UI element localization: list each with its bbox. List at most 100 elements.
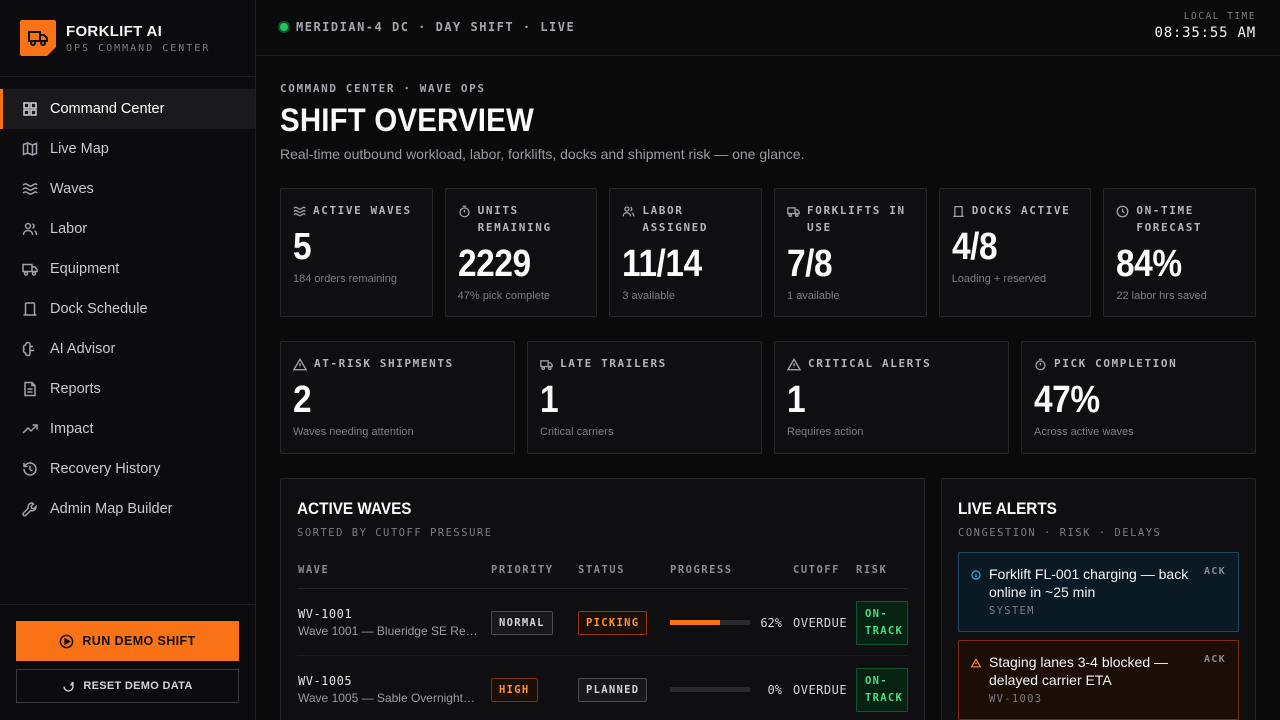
- sidebar-item-ai-advisor[interactable]: AI Advisor: [0, 329, 255, 369]
- column-header-status[interactable]: STATUS: [578, 564, 625, 576]
- dock-icon: [952, 205, 964, 218]
- refresh-icon: [63, 681, 75, 692]
- sidebar-item-live-map[interactable]: Live Map: [0, 129, 255, 169]
- kpi-value: 5: [293, 226, 312, 268]
- kpi-active-waves[interactable]: ACTIVE WAVES 5 184 orders remaining: [280, 188, 433, 317]
- kpi-units-remaining[interactable]: UNITS REMAINING 2229 47% pick complete: [444, 188, 598, 317]
- kpi-label: ON-TIME FORECAST: [1136, 204, 1203, 234]
- sidebar-item-command-center[interactable]: Command Center: [0, 89, 255, 129]
- risk-badge: ON-TRACK: [856, 667, 908, 712]
- ack-button[interactable]: ACK: [1204, 566, 1226, 577]
- sidebar-item-label: Recovery History: [50, 461, 161, 477]
- facility-label: MERIDIAN-4 DC · DAY SHIFT · LIVE: [296, 20, 576, 34]
- active-waves-panel: ACTIVE WAVES SORTED BY CUTOFF PRESSURE W…: [280, 478, 925, 720]
- timer-icon: [1035, 358, 1046, 371]
- truck-icon: [787, 207, 800, 218]
- facility-status: MERIDIAN-4 DC · DAY SHIFT · LIVE: [280, 20, 575, 34]
- warning-icon: [293, 358, 307, 371]
- sidebar-item-equipment[interactable]: Equipment: [0, 249, 255, 289]
- sidebar-item-label: Labor: [50, 221, 88, 237]
- progress-fill: [670, 620, 720, 625]
- sidebar-item-label: Impact: [50, 421, 94, 437]
- forklift-logo-icon: [20, 20, 56, 56]
- column-header-priority[interactable]: PRIORITY: [491, 564, 554, 576]
- ack-button[interactable]: ACK: [1204, 654, 1226, 665]
- kpi-label: LABOR ASSIGNED: [642, 204, 709, 234]
- page-subtitle: Real-time outbound workload, labor, fork…: [280, 146, 805, 162]
- breadcrumb: COMMAND CENTER · WAVE OPS: [280, 82, 486, 95]
- dock-icon: [22, 301, 38, 317]
- sidebar-item-admin-map-builder[interactable]: Admin Map Builder: [0, 489, 255, 529]
- column-header-cutoff[interactable]: CUTOFF: [793, 564, 840, 576]
- topbar: MERIDIAN-4 DC · DAY SHIFT · LIVE LOCAL T…: [256, 0, 1280, 56]
- kpi-critical-alerts[interactable]: CRITICAL ALERTS 1 Requires action: [774, 341, 1009, 454]
- wave-id: WV-1005: [298, 674, 353, 688]
- kpi-subtext: Waves needing attention: [293, 426, 414, 438]
- cutoff-status: OVERDUE: [793, 682, 848, 697]
- alert-message: Staging lanes 3-4 blocked — delayed carr…: [989, 654, 1168, 688]
- brand[interactable]: FORKLIFT AI OPS COMMAND CENTER: [0, 0, 255, 77]
- sidebar-item-waves[interactable]: Waves: [0, 169, 255, 209]
- kpi-docks-active[interactable]: DOCKS ACTIVE 4/8 Loading + reserved: [938, 188, 1092, 317]
- alert-card[interactable]: Forklift FL-001 charging — back online i…: [958, 552, 1239, 632]
- sidebar-item-label: Reports: [50, 381, 101, 397]
- sidebar-nav: Command Center Live Map Waves Labor Equi…: [0, 77, 255, 529]
- sidebar-item-label: Command Center: [50, 101, 165, 117]
- info-icon: [971, 570, 981, 580]
- progress-bar: [670, 620, 750, 625]
- sidebar-item-dock-schedule[interactable]: Dock Schedule: [0, 289, 255, 329]
- kpi-on-time-forecast[interactable]: ON-TIME FORECAST 84% 22 labor hrs saved: [1103, 188, 1257, 317]
- column-header-risk[interactable]: RISK: [856, 564, 888, 576]
- truck-icon: [540, 360, 553, 371]
- sidebar-item-impact[interactable]: Impact: [0, 409, 255, 449]
- column-header-progress[interactable]: PROGRESS: [670, 564, 733, 576]
- sidebar-item-labor[interactable]: Labor: [0, 209, 255, 249]
- sidebar-item-label: AI Advisor: [50, 341, 116, 357]
- clock-icon: [1116, 205, 1129, 218]
- kpi-labor-assigned[interactable]: LABOR ASSIGNED 11/14 3 available: [609, 188, 763, 317]
- sidebar-item-reports[interactable]: Reports: [0, 369, 255, 409]
- live-indicator-icon: [280, 23, 288, 31]
- sidebar: FORKLIFT AI OPS COMMAND CENTER Command C…: [0, 0, 256, 720]
- risk-badge: ON-TRACK: [856, 600, 908, 645]
- wave-name: Wave 1005 — Sable Overnight Express: [298, 691, 478, 705]
- wave-id: WV-1001: [298, 607, 353, 621]
- table-header: WAVE PRIORITY STATUS PROGRESS CUTOFF RIS…: [297, 564, 908, 589]
- trending-up-icon: [22, 421, 38, 437]
- panel-title: LIVE ALERTS: [958, 499, 1057, 518]
- live-alerts-panel: LIVE ALERTS CONGESTION · RISK · DELAYS F…: [941, 478, 1256, 720]
- kpi-label: AT-RISK SHIPMENTS: [314, 357, 454, 370]
- reset-demo-data-button[interactable]: RESET DEMO DATA: [16, 669, 239, 703]
- warning-icon: [971, 658, 981, 668]
- local-clock: LOCAL TIME 08:35:55 AM: [1154, 11, 1256, 41]
- sidebar-item-recovery-history[interactable]: Recovery History: [0, 449, 255, 489]
- kpi-value: 47%: [1034, 379, 1100, 421]
- priority-badge: NORMAL: [491, 610, 553, 635]
- map-icon: [22, 141, 38, 157]
- grid-icon: [22, 101, 38, 117]
- cutoff-status: OVERDUE: [793, 615, 848, 630]
- sidebar-item-label: Admin Map Builder: [50, 501, 173, 517]
- kpi-subtext: Critical carriers: [540, 426, 614, 438]
- column-header-wave[interactable]: WAVE: [298, 564, 330, 576]
- sidebar-item-label: Equipment: [50, 261, 120, 277]
- users-icon: [22, 221, 38, 237]
- run-demo-shift-button[interactable]: RUN DEMO SHIFT: [16, 621, 239, 661]
- kpi-label: LATE TRAILERS: [560, 357, 667, 370]
- kpi-at-risk-shipments[interactable]: AT-RISK SHIPMENTS 2 Waves needing attent…: [280, 341, 515, 454]
- kpi-forklifts-in-use[interactable]: FORKLIFTS IN USE 7/8 1 available: [774, 188, 927, 317]
- alert-source: WV-1003: [989, 693, 1043, 705]
- progress-percent: 62%: [760, 615, 782, 630]
- truck-icon: [22, 261, 38, 277]
- kpi-subtext: 1 available: [787, 290, 840, 302]
- alert-card[interactable]: Staging lanes 3-4 blocked — delayed carr…: [958, 640, 1239, 720]
- kpi-value: 1: [540, 379, 559, 421]
- sidebar-item-label: Dock Schedule: [50, 301, 148, 317]
- brand-subtitle: OPS COMMAND CENTER: [66, 42, 211, 54]
- kpi-pick-completion[interactable]: PICK COMPLETION 47% Across active waves: [1021, 341, 1256, 454]
- table-row[interactable]: WV-1005 Wave 1005 — Sable Overnight Expr…: [297, 656, 908, 720]
- table-row[interactable]: WV-1001 Wave 1001 — Blueridge SE Regiona…: [297, 589, 908, 656]
- kpi-late-trailers[interactable]: LATE TRAILERS 1 Critical carriers: [527, 341, 762, 454]
- kpi-value: 1: [787, 379, 806, 421]
- kpi-value: 2229: [457, 243, 531, 285]
